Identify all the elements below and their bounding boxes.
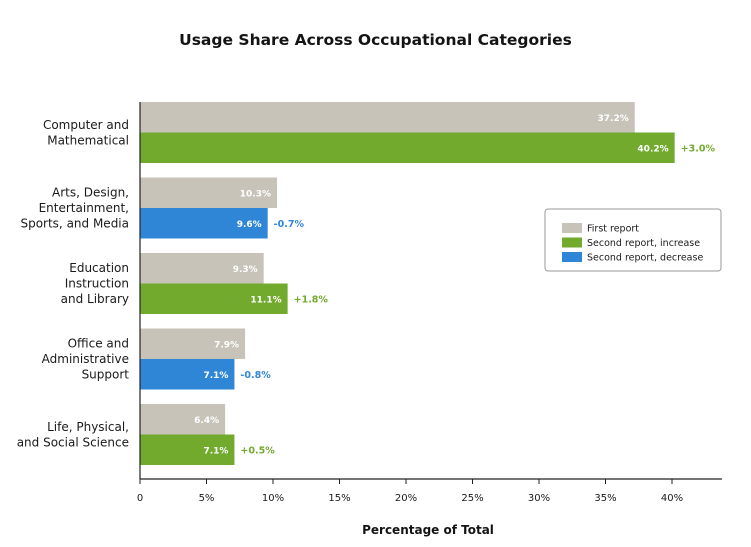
bar-value-label: 7.9% — [214, 340, 239, 350]
legend-label: First report — [587, 224, 639, 235]
change-label: +3.0% — [681, 143, 716, 154]
change-label: -0.8% — [240, 370, 271, 381]
x-tick-label: 5% — [199, 493, 215, 504]
x-tick-label: 30% — [528, 493, 550, 504]
bar-first-report — [140, 404, 226, 435]
legend-label: Second report, increase — [587, 238, 700, 249]
bar-second-report — [140, 132, 675, 163]
legend-swatch — [562, 252, 582, 262]
change-label: -0.7% — [274, 219, 305, 230]
legend: First report Second report, increase Secon… — [544, 208, 722, 272]
x-tick-label: 40% — [661, 493, 683, 504]
bar-first-report — [140, 253, 264, 284]
bar-value-label: 10.3% — [240, 189, 271, 199]
change-label: +0.5% — [240, 445, 275, 456]
chart-title: Usage Share Across Occupational Categori… — [179, 31, 572, 49]
category-label: Office and Administrative Support — [42, 337, 130, 382]
x-tick-label: 10% — [262, 493, 284, 504]
bar-second-report — [140, 434, 235, 465]
bar-value-label: 7.1% — [203, 446, 228, 456]
bar-value-label: 37.2% — [598, 114, 629, 124]
x-tick-label: 25% — [461, 493, 483, 504]
category-label: Arts, Design, Entertainment, Sports, and M… — [20, 186, 129, 231]
category-label: Life, Physical, and Social Science — [17, 420, 129, 450]
bar-value-label: 9.6% — [237, 220, 262, 230]
legend-label: Second report, decrease — [587, 253, 703, 264]
bars-layer: 37.2% 40.2% +3.0% 10.3% 9.6% -0.7% 9.3% 11.1% +1… — [140, 102, 715, 465]
x-axis: 0 5% 10% 15% 20% 25% 30% 35% 40% — [137, 102, 722, 504]
bar-second-report — [140, 283, 288, 314]
legend-box — [544, 208, 722, 272]
change-label: +1.8% — [294, 294, 329, 305]
legend-items: First report Second report, increase Secon… — [562, 223, 703, 264]
bar-first-report — [140, 328, 246, 359]
bar-second-report — [140, 208, 268, 239]
category-labels: Computer and Mathematical Arts, Design, Ent… — [17, 118, 130, 450]
bar-value-label: 9.3% — [233, 265, 258, 275]
x-axis-title: Percentage of Total — [362, 523, 494, 537]
category-label: Education Instruction and Library — [61, 261, 129, 306]
bar-second-report — [140, 359, 235, 390]
bar-first-report — [140, 177, 277, 208]
bar-value-label: 6.4% — [194, 416, 219, 426]
bar-value-label: 11.1% — [250, 295, 281, 305]
bar-value-label: 7.1% — [203, 371, 228, 381]
bar-value-label: 40.2% — [637, 144, 668, 154]
legend-swatch — [562, 223, 582, 233]
x-tick-label: 0 — [137, 493, 143, 504]
legend-swatch — [562, 237, 582, 248]
x-tick-label: 20% — [395, 493, 417, 504]
category-label: Computer and Mathematical — [43, 118, 129, 148]
bar-first-report — [140, 102, 635, 133]
x-tick-label: 15% — [328, 493, 350, 504]
x-tick-label: 35% — [594, 493, 616, 504]
